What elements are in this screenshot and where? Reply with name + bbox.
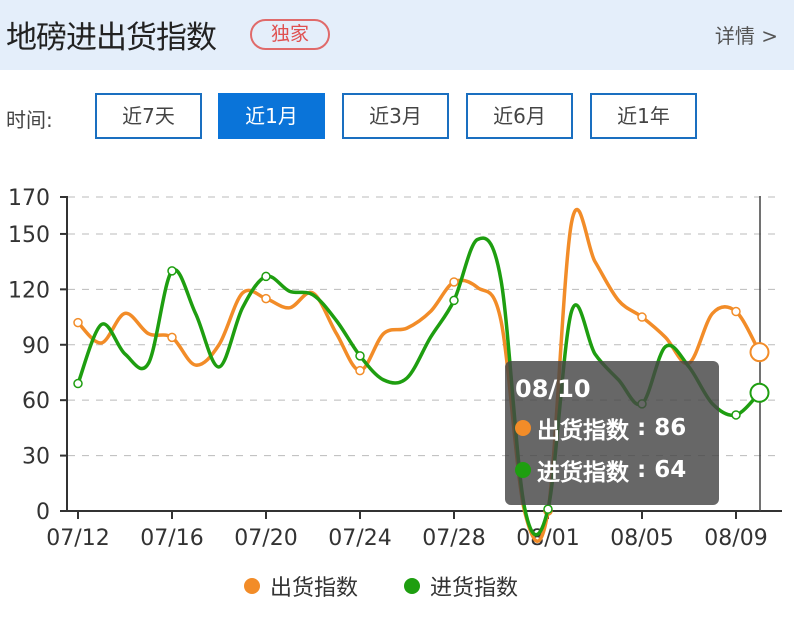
y-tick-label: 90	[22, 334, 50, 359]
legend-label: 出货指数	[270, 576, 359, 601]
out-dot-icon	[515, 420, 531, 436]
data-point	[167, 266, 177, 276]
time-label: 时间:	[6, 108, 53, 132]
in-dot-icon	[515, 462, 531, 478]
page-title: 地磅进出货指数	[6, 20, 217, 56]
y-tick-label: 30	[22, 445, 50, 470]
y-tick-label: 150	[8, 223, 50, 248]
range-button[interactable]: 近3月	[342, 93, 449, 139]
header: 地磅进出货指数 独家 详情 >	[0, 0, 794, 70]
data-point	[749, 342, 770, 363]
tooltip-name: 进货指数	[537, 460, 629, 486]
x-tick-label: 08/09	[704, 526, 767, 551]
tooltip-row-out: 出货指数 : 86	[515, 411, 709, 445]
legend-item-in[interactable]: 进货指数	[404, 570, 518, 602]
y-tick-label: 0	[36, 500, 50, 525]
tooltip-name: 出货指数	[537, 418, 629, 444]
tooltip: 08/10 出货指数 : 86 进货指数 : 64	[505, 361, 719, 505]
range-button[interactable]: 近7天	[95, 93, 202, 139]
range-button[interactable]: 近6月	[466, 93, 573, 139]
x-tick-label: 07/12	[46, 526, 109, 551]
legend-item-out[interactable]: 出货指数	[244, 570, 358, 602]
data-point	[731, 410, 741, 420]
y-tick-label: 170	[8, 186, 50, 211]
tooltip-date: 08/10	[515, 375, 591, 403]
legend-label: 进货指数	[430, 576, 519, 601]
data-point	[749, 382, 770, 403]
data-point	[543, 504, 553, 514]
y-tick-label: 60	[22, 389, 50, 414]
data-point	[637, 312, 647, 322]
tooltip-row-in: 进货指数 : 64	[515, 453, 709, 487]
x-tick-label: 08/01	[516, 526, 579, 551]
x-tick-label: 08/05	[610, 526, 673, 551]
details-link[interactable]: 详情 >	[714, 24, 778, 48]
data-point	[731, 306, 741, 317]
data-point	[167, 332, 177, 343]
data-point	[73, 317, 83, 328]
x-tick-label: 07/16	[140, 526, 203, 551]
data-point	[449, 295, 459, 306]
data-point	[261, 271, 271, 282]
x-tick-label: 07/28	[422, 526, 485, 551]
data-point	[73, 378, 83, 389]
tooltip-value: 86	[654, 415, 687, 441]
x-tick-label: 07/24	[328, 526, 391, 551]
y-tick-label: 120	[8, 278, 50, 303]
legend-dot-icon	[404, 578, 420, 594]
data-point	[261, 293, 271, 304]
data-point	[355, 351, 365, 361]
data-point	[449, 277, 459, 287]
legend-dot-icon	[244, 578, 260, 594]
exclusive-badge: 独家	[250, 19, 330, 50]
range-button[interactable]: 近1月	[218, 93, 325, 139]
tooltip-value: 64	[654, 457, 687, 483]
range-button[interactable]: 近1年	[590, 93, 697, 139]
data-point	[355, 365, 365, 376]
x-tick-label: 07/20	[234, 526, 297, 551]
